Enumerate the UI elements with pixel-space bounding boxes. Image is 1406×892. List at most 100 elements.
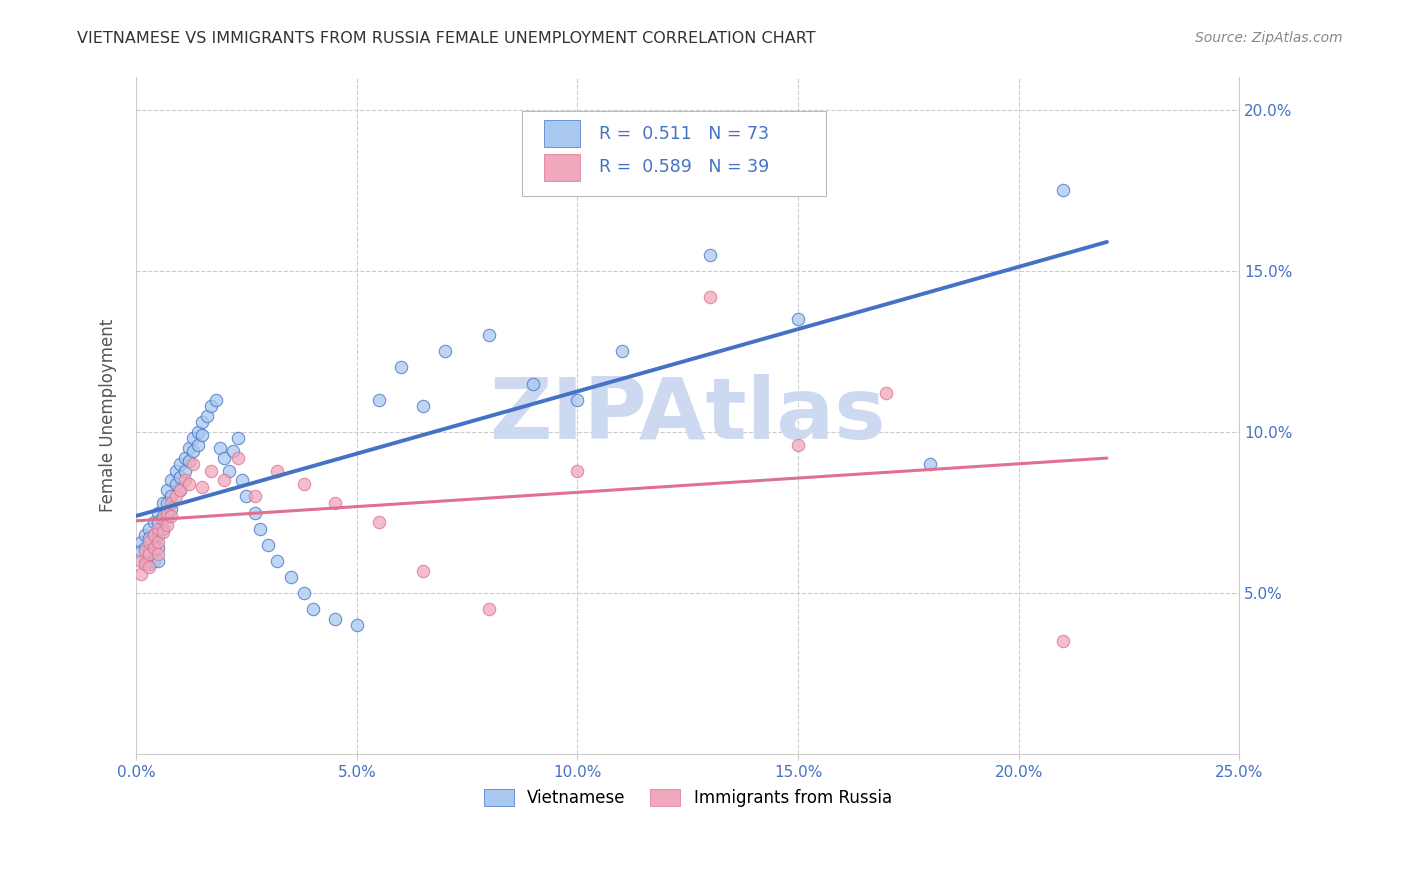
Bar [544, 154, 579, 181]
Point [412, 564, 434, 578]
Point [478, 602, 501, 616]
Point [142, 528, 165, 542]
Point [292, 586, 315, 600]
Point [169, 470, 191, 484]
Point [226, 450, 249, 465]
Text: R =  0.589   N = 39: R = 0.589 N = 39 [599, 159, 769, 177]
Point [146, 528, 169, 542]
Point [245, 506, 267, 520]
Point [183, 431, 205, 445]
Point [875, 386, 897, 401]
Point [138, 522, 160, 536]
Point [152, 508, 174, 523]
Point [169, 483, 191, 497]
Point [177, 476, 200, 491]
Point [169, 483, 191, 497]
Point [280, 570, 302, 584]
Point [323, 612, 346, 626]
Point [156, 483, 179, 497]
Point [610, 344, 633, 359]
Point [245, 489, 267, 503]
Point [138, 544, 160, 558]
Point [146, 541, 169, 555]
Point [226, 431, 249, 445]
Point [142, 541, 165, 555]
Point [1052, 183, 1074, 197]
Point [129, 566, 152, 581]
Text: Source: ZipAtlas.com: Source: ZipAtlas.com [1195, 31, 1343, 45]
Point [152, 496, 174, 510]
Point [187, 438, 209, 452]
Point [129, 544, 152, 558]
Point [191, 428, 214, 442]
Point [177, 441, 200, 455]
Y-axis label: Female Unemployment: Female Unemployment [100, 319, 117, 512]
Point [214, 473, 236, 487]
Point [183, 457, 205, 471]
Point [134, 554, 156, 568]
Point [165, 489, 187, 503]
Point [787, 438, 810, 452]
Point [323, 496, 346, 510]
Point [346, 618, 368, 632]
Point [183, 444, 205, 458]
Point [292, 476, 315, 491]
Point [152, 522, 174, 536]
Point [138, 534, 160, 549]
Point [169, 457, 191, 471]
Point [301, 602, 323, 616]
Point [142, 515, 165, 529]
Point [204, 392, 226, 407]
Point [165, 476, 187, 491]
Point [142, 528, 165, 542]
Point [567, 464, 589, 478]
Point [138, 560, 160, 574]
Point [129, 554, 152, 568]
Point [134, 541, 156, 555]
Point [146, 515, 169, 529]
Point [367, 392, 389, 407]
Point [146, 522, 169, 536]
Text: R =  0.511   N = 73: R = 0.511 N = 73 [599, 125, 769, 143]
Point [266, 554, 288, 568]
Point [134, 557, 156, 571]
Point [214, 450, 236, 465]
Point [146, 554, 169, 568]
Point [367, 515, 389, 529]
Point [160, 473, 183, 487]
Point [208, 441, 231, 455]
Point [156, 508, 179, 523]
Point [266, 464, 288, 478]
Point [235, 489, 257, 503]
Point [152, 524, 174, 539]
Point [156, 518, 179, 533]
Point [412, 399, 434, 413]
Point [1052, 634, 1074, 648]
Legend: Vietnamese, Immigrants from Russia: Vietnamese, Immigrants from Russia [477, 782, 898, 814]
Point [191, 415, 214, 429]
Point [699, 248, 721, 262]
Bar [544, 120, 579, 147]
Point [152, 512, 174, 526]
Point [142, 541, 165, 555]
Point [173, 473, 195, 487]
FancyBboxPatch shape [522, 112, 825, 196]
Point [160, 508, 183, 523]
Point [195, 409, 218, 423]
Point [257, 538, 280, 552]
Point [160, 502, 183, 516]
Point [142, 554, 165, 568]
Point [699, 289, 721, 303]
Point [434, 344, 457, 359]
Text: ZIPAtlas: ZIPAtlas [489, 375, 886, 458]
Point [160, 489, 183, 503]
Point [218, 464, 240, 478]
Point [567, 392, 589, 407]
Point [522, 376, 544, 391]
Point [146, 534, 169, 549]
Point [146, 506, 169, 520]
Point [173, 464, 195, 478]
Point [138, 548, 160, 562]
Point [160, 496, 183, 510]
Point [138, 531, 160, 545]
